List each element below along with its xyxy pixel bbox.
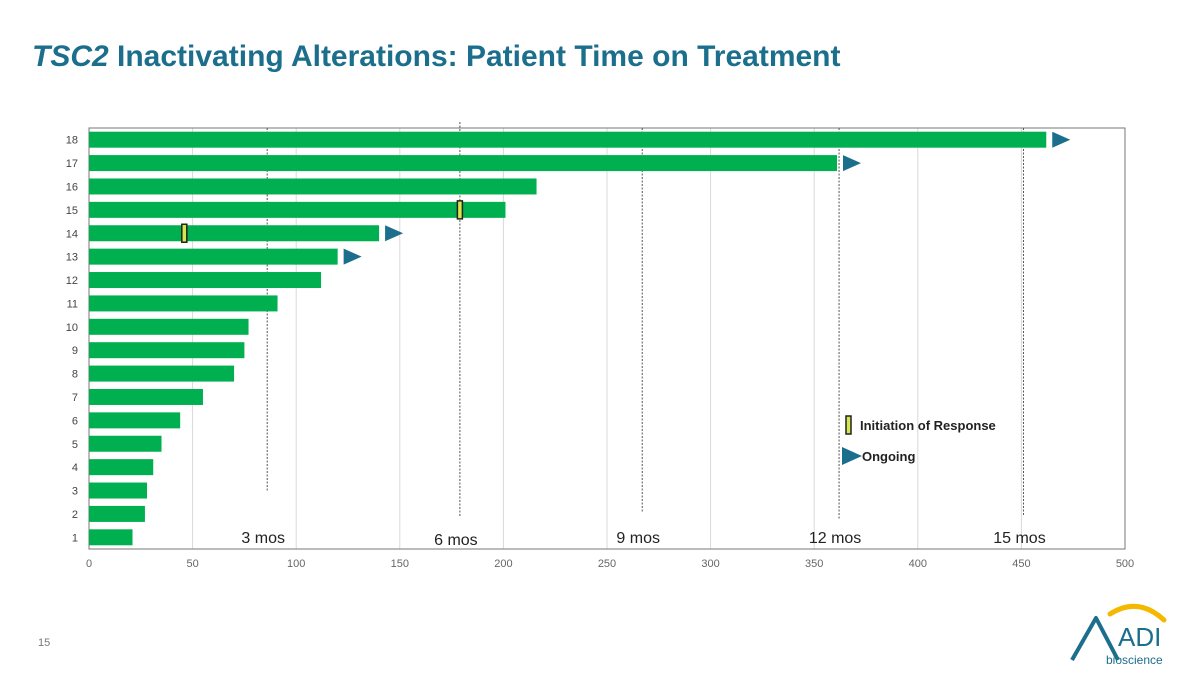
milestone-label: 3 mos	[241, 530, 285, 547]
y-tick-label: 4	[72, 462, 78, 474]
bar-patient-2	[89, 505, 145, 522]
time-on-treatment-chart: 0 50 100 150 200 250 300 350 400 450 5001234567891…	[66, 122, 1134, 570]
y-tick-label: 1	[72, 532, 78, 544]
y-tick-label: 5	[72, 439, 78, 451]
bar-patient-6	[89, 412, 181, 429]
x-tick-label: 150	[391, 558, 409, 570]
logo-text: ADI	[1118, 622, 1161, 652]
legend-label: Ongoing	[862, 449, 915, 464]
slide-title: TSC2 Inactivating Alterations: Patient T…	[32, 40, 841, 74]
y-tick-label: 18	[66, 135, 78, 147]
bar-patient-16	[89, 178, 537, 195]
bar-patient-5	[89, 435, 162, 452]
y-tick-label: 10	[66, 322, 78, 334]
legend-ongoing-icon	[842, 447, 862, 465]
bar-patient-12	[89, 272, 322, 289]
y-tick-label: 3	[72, 486, 78, 498]
bar-patient-17	[89, 155, 837, 172]
x-tick-label: 500	[1116, 558, 1134, 570]
milestone-label: 15 mos	[993, 530, 1045, 547]
y-tick-label: 11	[67, 298, 78, 310]
logo-a-mark	[1070, 616, 1120, 661]
slide-title-rest: Inactivating Alterations: Patient Time o…	[108, 40, 841, 73]
milestone-label: 12 mos	[809, 530, 861, 547]
x-tick-label: 100	[287, 558, 305, 570]
bar-patient-13	[89, 248, 338, 265]
y-tick-label: 7	[72, 392, 78, 404]
x-tick-label: 200	[494, 558, 512, 570]
ongoing-arrow-icon	[385, 225, 404, 242]
x-tick-label: 400	[909, 558, 927, 570]
page-number: 15	[38, 637, 51, 649]
milestone-label: 6 mos	[434, 532, 478, 549]
logo-tagline: bioscience	[1106, 653, 1163, 667]
bar-patient-10	[89, 318, 249, 335]
slide-title-gene: TSC2	[32, 40, 109, 73]
y-tick-label: 13	[66, 252, 78, 264]
y-tick-label: 12	[66, 275, 78, 287]
plot-frame	[88, 127, 1126, 550]
y-tick-label: 2	[72, 509, 78, 521]
bar-patient-1	[89, 529, 133, 546]
bar-patient-4	[89, 459, 154, 476]
x-tick-label: 450	[1012, 558, 1030, 570]
bar-patient-3	[89, 482, 148, 499]
ongoing-arrow-icon	[842, 155, 861, 172]
logo-arc	[1107, 603, 1167, 623]
adi-bioscience-logo: ADI bioscience	[1070, 603, 1167, 667]
y-tick-label: 6	[72, 415, 78, 427]
y-tick-label: 14	[66, 228, 78, 240]
bar-patient-9	[89, 342, 245, 359]
y-tick-label: 15	[66, 205, 78, 217]
x-tick-label: 50	[186, 558, 198, 570]
ongoing-arrow-icon	[343, 248, 362, 265]
bar-patient-7	[89, 388, 203, 405]
bar-patient-14	[89, 225, 380, 242]
x-tick-label: 0	[86, 558, 92, 570]
milestone-label: 9 mos	[616, 530, 660, 547]
legend-response-icon	[845, 415, 852, 435]
y-tick-label: 16	[66, 181, 78, 193]
bar-patient-8	[89, 365, 235, 382]
x-tick-label: 350	[805, 558, 823, 570]
x-tick-label: 300	[701, 558, 719, 570]
legend-label: Initiation of Response	[860, 418, 996, 433]
response-marker-icon	[181, 223, 188, 243]
ongoing-arrow-icon	[1052, 131, 1071, 148]
bar-patient-18	[89, 131, 1047, 148]
y-tick-label: 9	[72, 345, 78, 357]
y-tick-label: 17	[66, 158, 78, 170]
y-tick-label: 8	[72, 369, 78, 381]
response-marker-icon	[456, 200, 464, 220]
bar-patient-11	[89, 295, 278, 312]
bar-patient-15	[89, 201, 506, 218]
x-tick-label: 250	[598, 558, 616, 570]
